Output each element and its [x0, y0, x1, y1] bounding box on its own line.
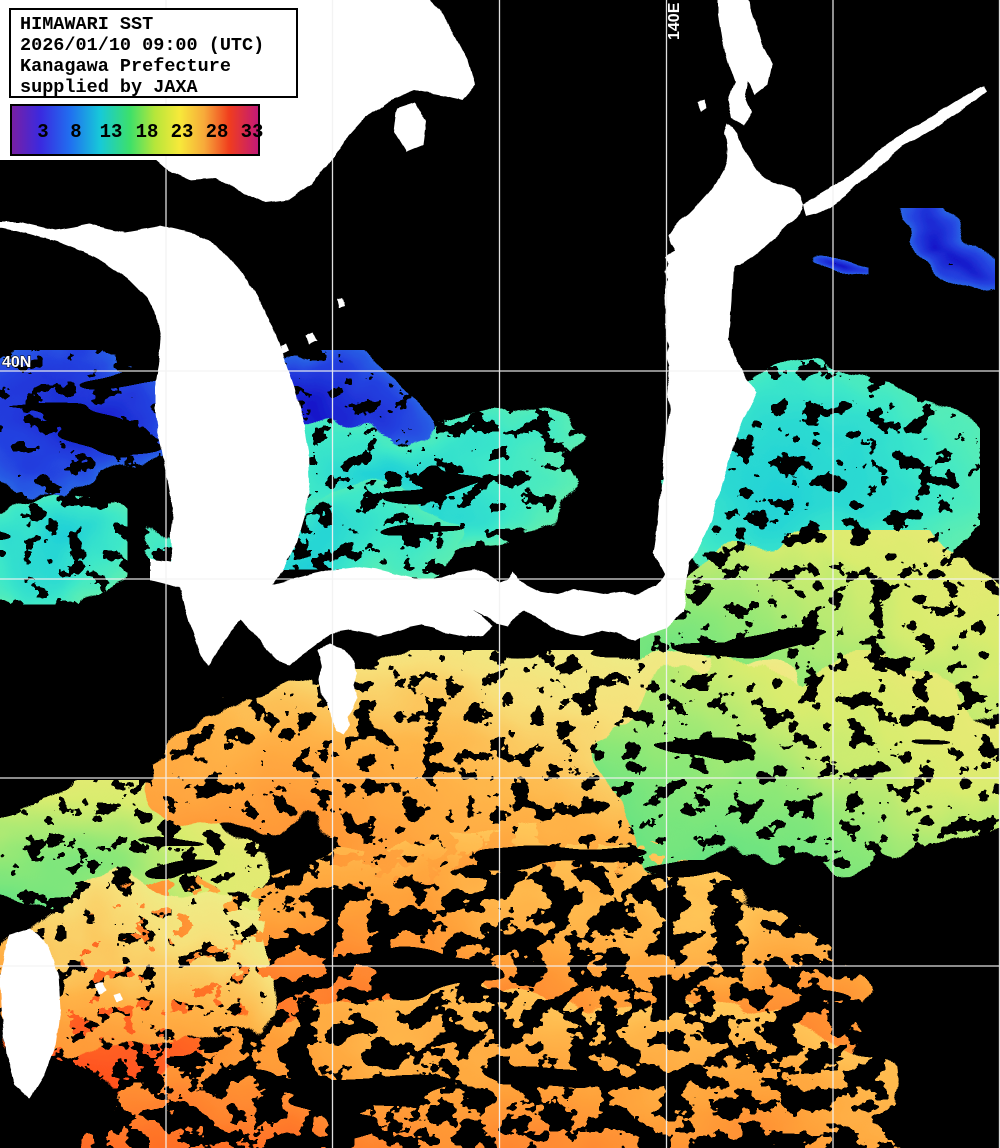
svg-text:HIMAWARI SST: HIMAWARI SST: [20, 14, 153, 35]
svg-text:Kanagawa Prefecture: Kanagawa Prefecture: [20, 56, 231, 77]
svg-text:40N: 40N: [2, 354, 31, 371]
svg-text:33: 33: [241, 121, 264, 143]
svg-text:23: 23: [171, 121, 194, 143]
svg-text:28: 28: [206, 121, 229, 143]
svg-text:3: 3: [37, 121, 48, 143]
svg-text:18: 18: [136, 121, 159, 143]
svg-text:13: 13: [100, 121, 123, 143]
svg-text:supplied by JAXA: supplied by JAXA: [20, 77, 199, 98]
svg-text:140E: 140E: [666, 2, 683, 40]
svg-text:2026/01/10 09:00 (UTC): 2026/01/10 09:00 (UTC): [20, 35, 264, 56]
svg-text:8: 8: [70, 121, 81, 143]
